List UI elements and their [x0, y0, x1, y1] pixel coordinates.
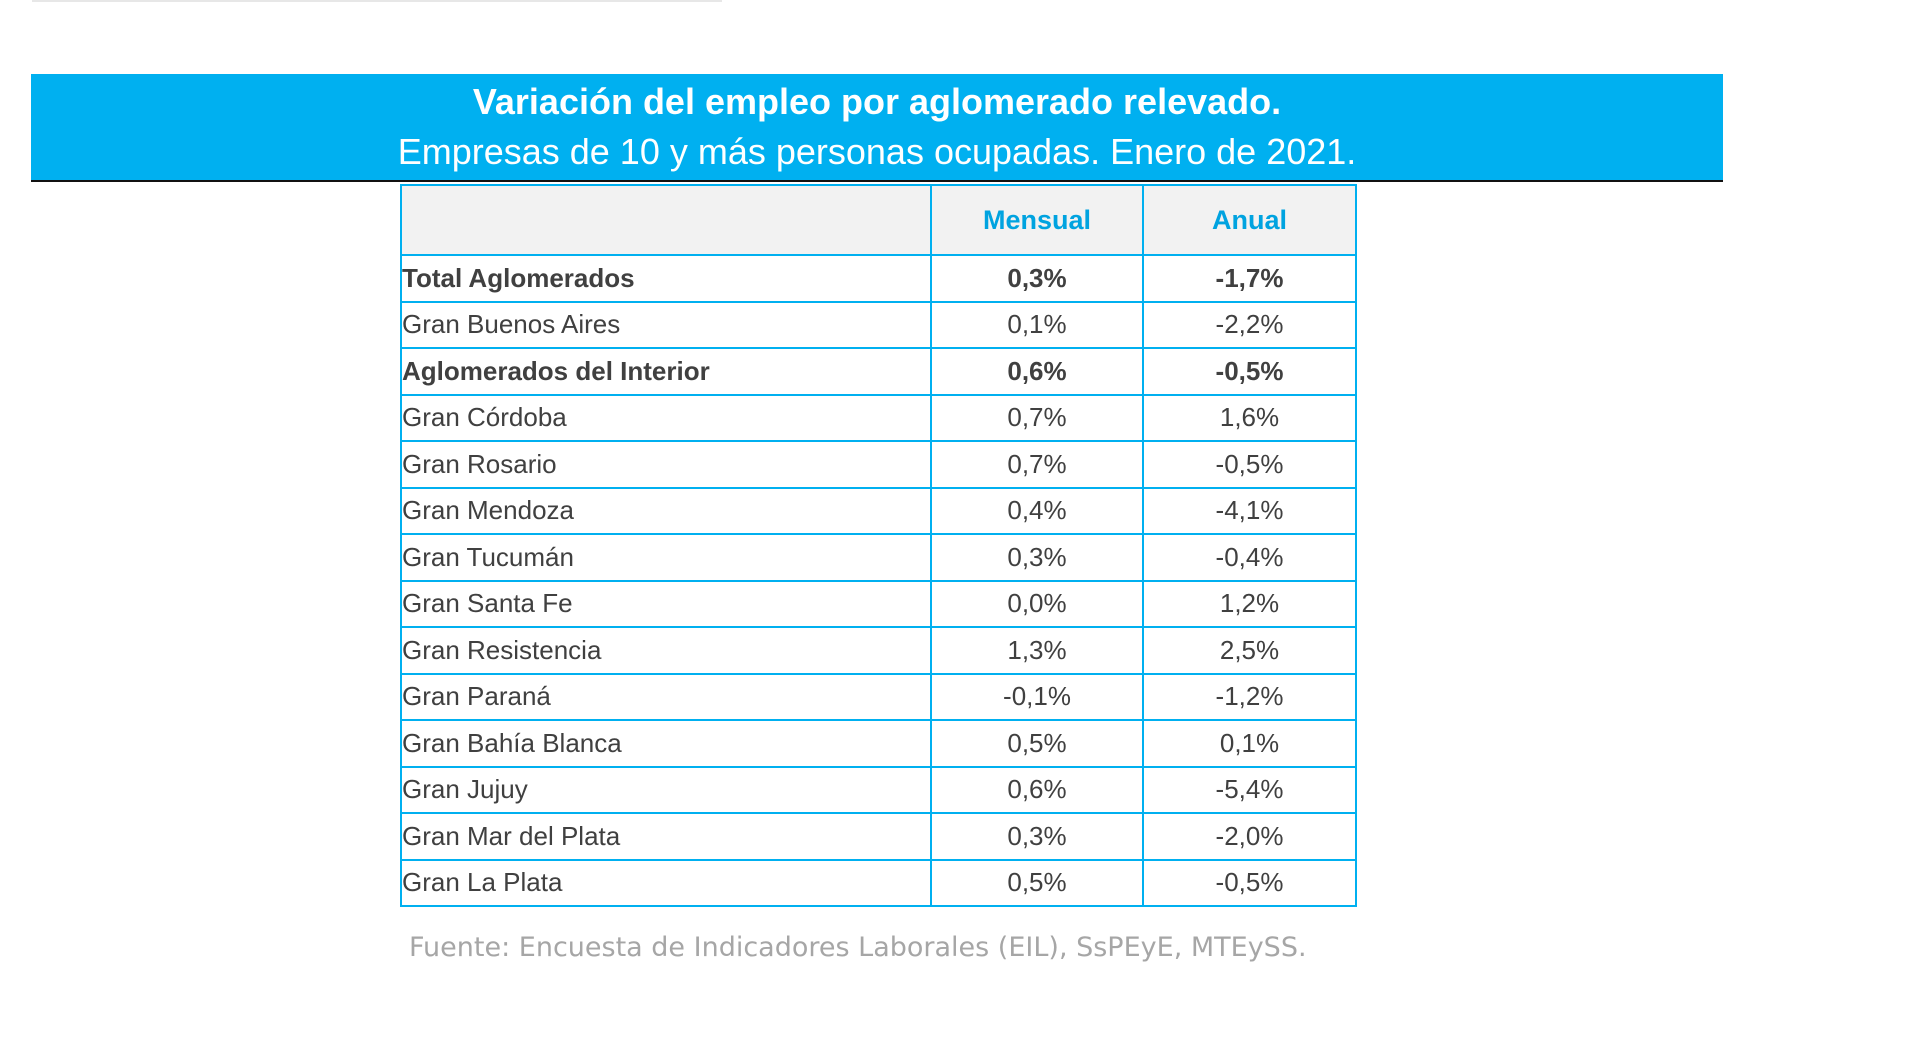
row-label: Aglomerados del Interior [400, 347, 932, 396]
row-label: Gran Jujuy [400, 765, 932, 814]
table-row: Gran Resistencia 1,3% 2,5% [400, 626, 1357, 675]
anual-value: 1,6% [1142, 393, 1357, 442]
table-row: Gran La Plata 0,5% -0,5% [400, 858, 1357, 907]
anual-value: -0,5% [1142, 858, 1357, 907]
anual-value: 0,1% [1142, 719, 1357, 768]
top-divider [32, 0, 722, 2]
header-cell-mensual: Mensual [930, 184, 1144, 256]
table-row: Gran Mar del Plata 0,3% -2,0% [400, 812, 1357, 861]
row-label: Gran Paraná [400, 672, 932, 721]
title-banner: Variación del empleo por aglomerado rele… [31, 74, 1723, 182]
anual-value: -2,0% [1142, 812, 1357, 861]
row-label: Total Aglomerados [400, 254, 932, 303]
row-label: Gran Resistencia [400, 626, 932, 675]
row-label: Gran La Plata [400, 858, 932, 907]
header-cell-anual: Anual [1142, 184, 1357, 256]
mensual-value: 0,1% [930, 300, 1144, 349]
table-row: Gran Mendoza 0,4% -4,1% [400, 486, 1357, 535]
table-row: Gran Santa Fe 0,0% 1,2% [400, 579, 1357, 628]
employment-table: Mensual Anual Total Aglomerados 0,3% -1,7%… [400, 184, 1357, 907]
row-label: Gran Santa Fe [400, 579, 932, 628]
mensual-value: 0,3% [930, 254, 1144, 303]
anual-value: -1,2% [1142, 672, 1357, 721]
mensual-value: 1,3% [930, 626, 1144, 675]
table-row: Gran Bahía Blanca 0,5% 0,1% [400, 719, 1357, 768]
source-note: Fuente: Encuesta de Indicadores Laborale… [409, 932, 1307, 963]
anual-value: -5,4% [1142, 765, 1357, 814]
mensual-value: 0,3% [930, 533, 1144, 582]
row-label: Gran Mar del Plata [400, 812, 932, 861]
mensual-value: 0,7% [930, 440, 1144, 489]
row-label: Gran Rosario [400, 440, 932, 489]
table-row: Gran Jujuy 0,6% -5,4% [400, 765, 1357, 814]
mensual-value: 0,5% [930, 858, 1144, 907]
anual-value: -0,5% [1142, 347, 1357, 396]
table-row: Gran Córdoba 0,7% 1,6% [400, 393, 1357, 442]
mensual-value: 0,4% [930, 486, 1144, 535]
anual-value: -4,1% [1142, 486, 1357, 535]
row-label: Gran Buenos Aires [400, 300, 932, 349]
mensual-value: 0,7% [930, 393, 1144, 442]
mensual-value: 0,6% [930, 765, 1144, 814]
mensual-value: 0,6% [930, 347, 1144, 396]
mensual-value: 0,0% [930, 579, 1144, 628]
mensual-value: 0,3% [930, 812, 1144, 861]
table-row: Gran Paraná -0,1% -1,2% [400, 672, 1357, 721]
table-row: Total Aglomerados 0,3% -1,7% [400, 254, 1357, 303]
anual-value: -2,2% [1142, 300, 1357, 349]
mensual-value: -0,1% [930, 672, 1144, 721]
chart-subtitle: Empresas de 10 y más personas ocupadas. … [397, 131, 1357, 172]
table-row: Gran Rosario 0,7% -0,5% [400, 440, 1357, 489]
chart-title: Variación del empleo por aglomerado rele… [472, 81, 1282, 122]
row-label: Gran Tucumán [400, 533, 932, 582]
anual-value: 2,5% [1142, 626, 1357, 675]
header-cell-blank [400, 184, 932, 256]
table-row: Aglomerados del Interior 0,6% -0,5% [400, 347, 1357, 396]
anual-value: -1,7% [1142, 254, 1357, 303]
anual-value: 1,2% [1142, 579, 1357, 628]
mensual-value: 0,5% [930, 719, 1144, 768]
row-label: Gran Mendoza [400, 486, 932, 535]
table-row: Gran Tucumán 0,3% -0,4% [400, 533, 1357, 582]
row-label: Gran Bahía Blanca [400, 719, 932, 768]
anual-value: -0,5% [1142, 440, 1357, 489]
table-row: Gran Buenos Aires 0,1% -2,2% [400, 300, 1357, 349]
table-body: Total Aglomerados 0,3% -1,7% Gran Buenos Ai… [400, 254, 1357, 907]
anual-value: -0,4% [1142, 533, 1357, 582]
row-label: Gran Córdoba [400, 393, 932, 442]
table-header-row: Mensual Anual [400, 184, 1357, 256]
